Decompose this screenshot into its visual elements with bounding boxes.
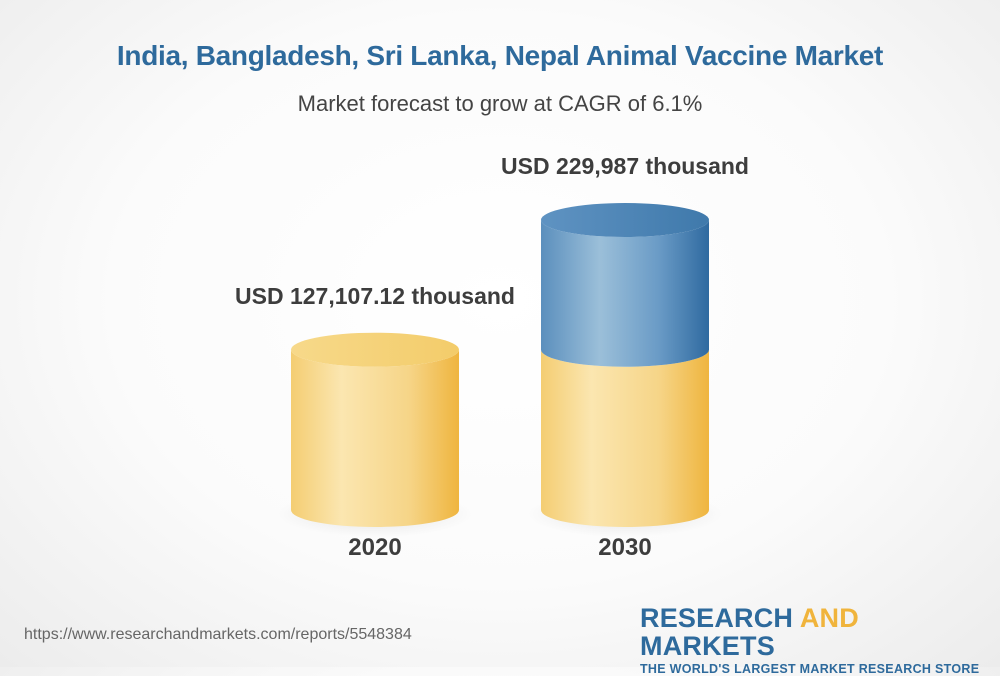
logo-tagline: THE WORLD'S LARGEST MARKET RESEARCH STOR… xyxy=(640,662,980,676)
logo-word-markets: MARKETS xyxy=(640,631,775,661)
source-url[interactable]: https://www.researchandmarkets.com/repor… xyxy=(24,626,412,643)
logo-wordmark: RESEARCH AND MARKETS xyxy=(640,604,980,660)
bar-top-2030 xyxy=(541,203,709,237)
bar-top-2020 xyxy=(291,332,459,367)
bar-base-2030 xyxy=(541,349,709,527)
bar-base-2020 xyxy=(291,349,459,527)
bar-growth-2030 xyxy=(541,220,709,367)
chart-title: India, Bangladesh, Sri Lanka, Nepal Anim… xyxy=(116,40,884,71)
category-label-2020: 2020 xyxy=(348,534,402,561)
value-label-2020: USD 127,107.12 thousand xyxy=(235,282,515,309)
logo-word-research: RESEARCH xyxy=(640,603,800,633)
logo-word-and: AND xyxy=(799,603,859,633)
value-label-2030: USD 229,987 thousand xyxy=(501,153,749,179)
chart-subtitle: Market forecast to grow at CAGR of 6.1% xyxy=(297,91,703,116)
category-label-2030: 2030 xyxy=(598,534,652,561)
brand-logo: RESEARCH AND MARKETS THE WORLD'S LARGEST… xyxy=(640,604,980,676)
